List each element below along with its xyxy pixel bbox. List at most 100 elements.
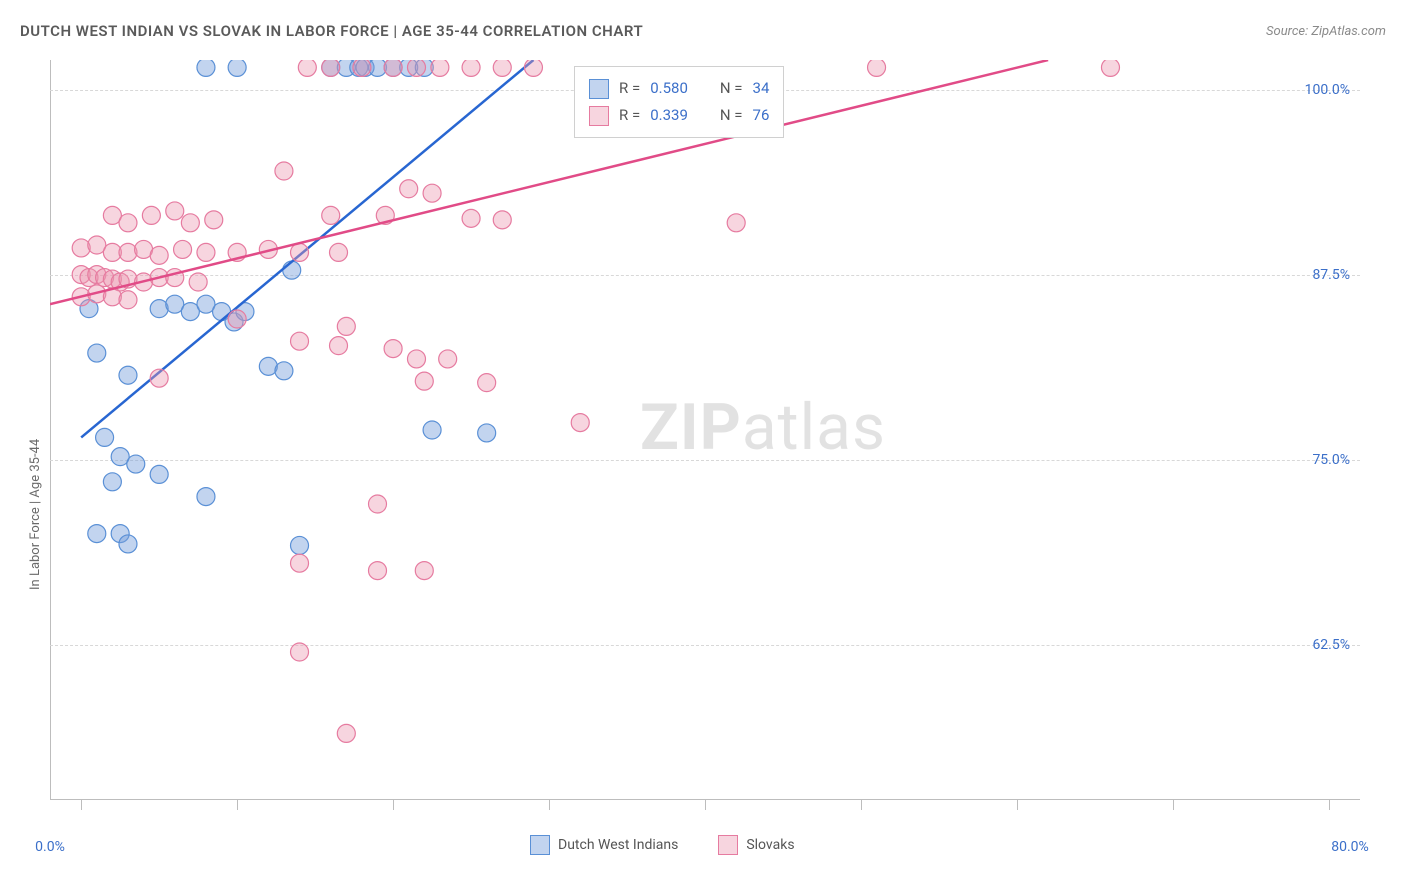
data-point: [150, 246, 168, 264]
stat-r-label: R =: [619, 75, 640, 102]
stat-r-value: 0.339: [650, 102, 688, 129]
stat-n-value: 76: [753, 102, 770, 129]
legend-label: Slovaks: [746, 837, 794, 853]
data-point: [88, 525, 106, 543]
x-tick: [549, 800, 550, 810]
x-tick: [81, 800, 82, 810]
data-point: [353, 60, 371, 76]
x-tick: [237, 800, 238, 810]
data-point: [72, 239, 90, 257]
scatter-plot: [50, 60, 1360, 800]
legend-swatch: [530, 835, 550, 855]
data-point: [1101, 60, 1119, 76]
data-point: [298, 60, 316, 76]
data-point: [478, 374, 496, 392]
legend-item: Dutch West Indians: [530, 835, 678, 855]
data-point: [423, 184, 441, 202]
data-point: [415, 372, 433, 390]
data-point: [407, 60, 425, 76]
data-point: [322, 60, 340, 76]
data-point: [415, 562, 433, 580]
data-point: [197, 243, 215, 261]
y-axis-label: In Labor Force | Age 35-44: [28, 439, 43, 590]
data-point: [127, 455, 145, 473]
data-point: [119, 214, 137, 232]
data-point: [291, 332, 309, 350]
data-point: [330, 337, 348, 355]
data-point: [119, 535, 137, 553]
stat-n-value: 34: [753, 75, 770, 102]
x-tick: [393, 800, 394, 810]
data-point: [119, 243, 137, 261]
data-point: [727, 214, 745, 232]
data-point: [96, 428, 114, 446]
x-tick: [1017, 800, 1018, 810]
chart-area: In Labor Force | Age 35-44 62.5%75.0%87.…: [50, 60, 1360, 830]
x-tick: [705, 800, 706, 810]
data-point: [174, 240, 192, 258]
data-point: [384, 60, 402, 76]
data-point: [119, 291, 137, 309]
data-point: [291, 536, 309, 554]
stat-n-label: N =: [720, 75, 743, 102]
data-point: [150, 465, 168, 483]
data-point: [291, 243, 309, 261]
data-point: [337, 724, 355, 742]
data-point: [868, 60, 886, 76]
legend-item: Slovaks: [718, 835, 794, 855]
data-point: [384, 340, 402, 358]
stats-box: R = 0.580 N = 34 R = 0.339 N = 76: [574, 66, 784, 138]
stat-r-label: R =: [619, 102, 640, 129]
legend-label: Dutch West Indians: [558, 837, 678, 853]
x-tick-label-right: 80.0%: [1331, 839, 1369, 855]
legend-swatch: [718, 835, 738, 855]
data-point: [439, 350, 457, 368]
source-attribution: Source: ZipAtlas.com: [1266, 24, 1386, 39]
data-point: [571, 414, 589, 432]
data-point: [189, 273, 207, 291]
data-point: [462, 60, 480, 76]
data-point: [283, 261, 301, 279]
data-point: [407, 350, 425, 368]
data-point: [423, 421, 441, 439]
series-swatch: [589, 79, 609, 99]
data-point: [228, 60, 246, 76]
data-point: [197, 488, 215, 506]
data-point: [478, 424, 496, 442]
stat-r-value: 0.580: [650, 75, 688, 102]
data-point: [119, 366, 137, 384]
data-point: [330, 243, 348, 261]
trend-line: [50, 60, 1048, 304]
x-tick: [1329, 800, 1330, 810]
data-point: [369, 495, 387, 513]
data-point: [228, 310, 246, 328]
data-point: [197, 60, 215, 76]
data-point: [181, 214, 199, 232]
data-point: [431, 60, 449, 76]
x-tick: [861, 800, 862, 810]
stats-row: R = 0.580 N = 34: [589, 75, 769, 102]
data-point: [150, 369, 168, 387]
data-point: [493, 60, 511, 76]
series-swatch: [589, 106, 609, 126]
data-point: [462, 209, 480, 227]
data-point: [400, 180, 418, 198]
stats-row: R = 0.339 N = 76: [589, 102, 769, 129]
data-point: [337, 317, 355, 335]
data-point: [103, 473, 121, 491]
data-point: [205, 211, 223, 229]
data-point: [88, 344, 106, 362]
data-point: [275, 362, 293, 380]
data-point: [322, 206, 340, 224]
data-point: [275, 162, 293, 180]
stat-n-label: N =: [720, 102, 743, 129]
data-point: [166, 202, 184, 220]
data-point: [291, 643, 309, 661]
data-point: [524, 60, 542, 76]
legend: Dutch West Indians Slovaks: [530, 835, 795, 855]
x-tick: [1173, 800, 1174, 810]
x-tick-label-left: 0.0%: [35, 839, 65, 855]
chart-title: DUTCH WEST INDIAN VS SLOVAK IN LABOR FOR…: [20, 22, 643, 40]
data-point: [369, 562, 387, 580]
data-point: [142, 206, 160, 224]
